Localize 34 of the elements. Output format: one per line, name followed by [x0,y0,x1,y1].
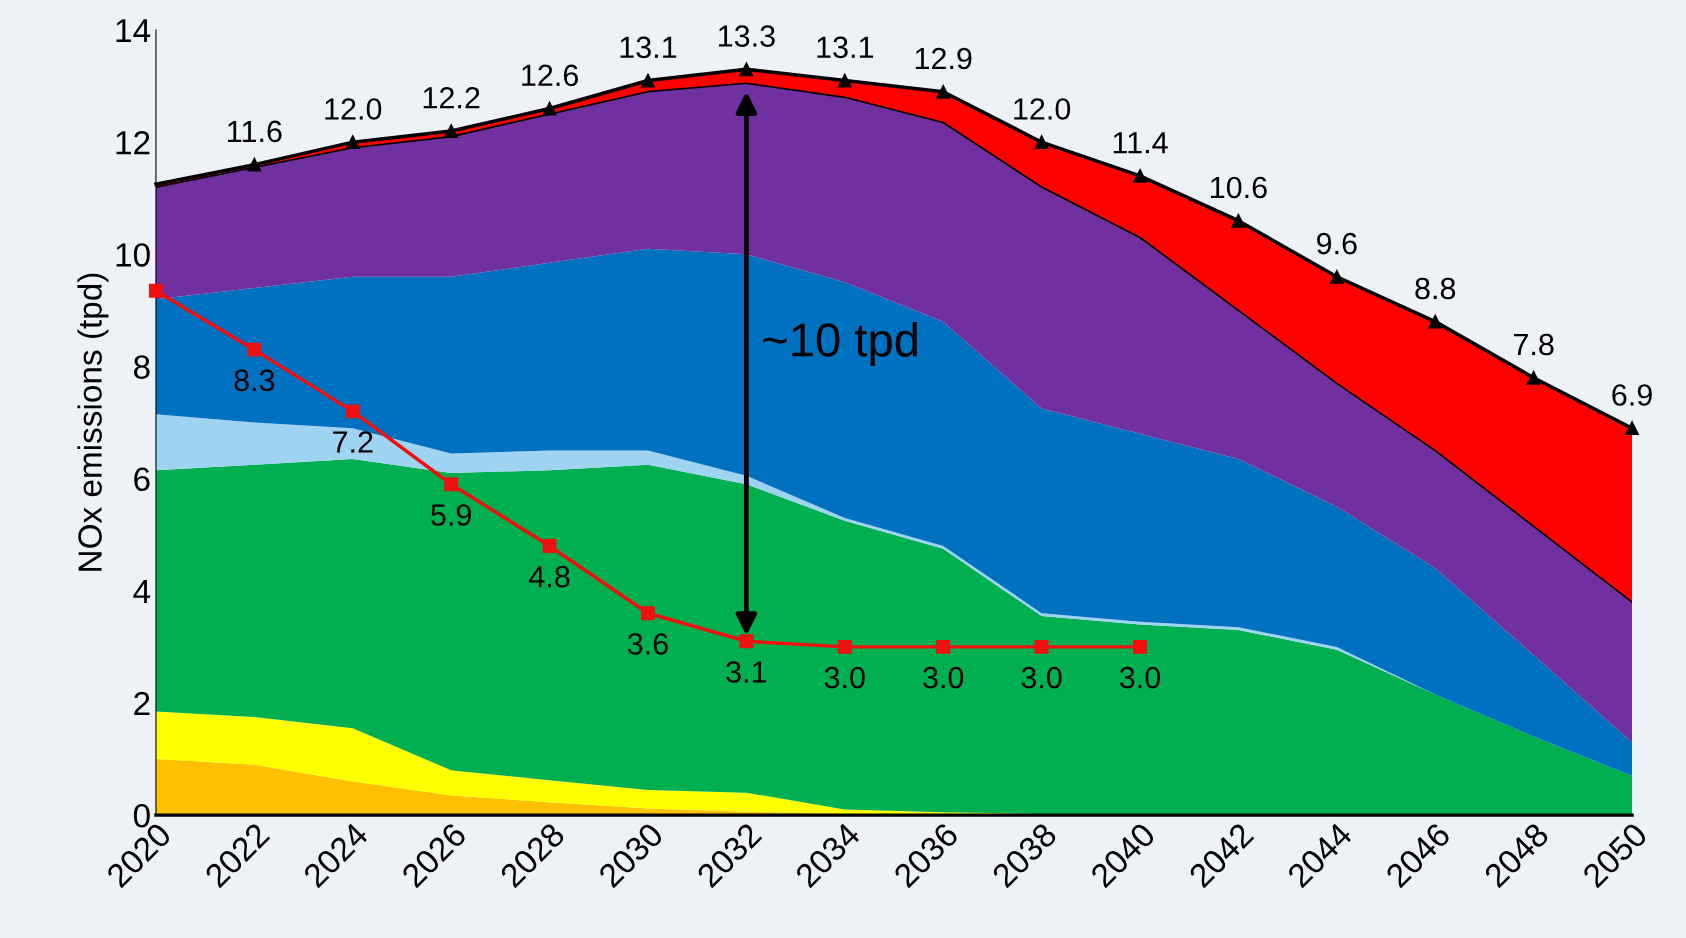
total-label: 12.0 [325,98,382,120]
data-label: 4.8 [529,565,570,588]
data-label: 7.2 [333,431,373,453]
y-tick-label: 6 [134,467,150,492]
total-label: 12.6 [522,64,578,87]
total-label: 12.9 [915,47,972,70]
data-label: 3.6 [627,633,668,655]
total-label: 11.4 [1113,132,1168,154]
y-tick-label: 8 [134,355,150,379]
y-tick-label: 10 [116,243,150,267]
data-label: 3.0 [1119,666,1161,689]
y-tick-label: 4 [133,579,151,603]
total-label: 13.3 [718,25,775,47]
total-label: 12.2 [423,86,480,109]
y-axis-title: NOx emissions (tpd) [77,273,109,571]
total-label: 13.1 [620,36,677,59]
y-tick-label: 12 [116,130,150,155]
data-label: 3.1 [726,661,767,683]
total-label: 11.6 [228,120,282,143]
total-label: 13.1 [817,36,874,59]
data-label: 8.3 [234,369,275,392]
data-label: 3.0 [923,666,964,689]
data-label: 5.9 [431,504,471,526]
total-label: 9.6 [1317,232,1357,255]
total-label: 6.9 [1612,384,1652,406]
total-label: 12.0 [1014,98,1071,120]
total-label: 7.8 [1513,333,1554,356]
total-label: 10.6 [1211,176,1267,199]
data-label: 3.0 [1021,666,1062,689]
data-label: 3.0 [824,666,865,689]
total-label: 8.8 [1415,277,1456,300]
y-tick-label: 2 [134,691,150,716]
annotation: ~10 tpd [763,322,917,367]
y-tick-label: 14 [116,19,151,43]
